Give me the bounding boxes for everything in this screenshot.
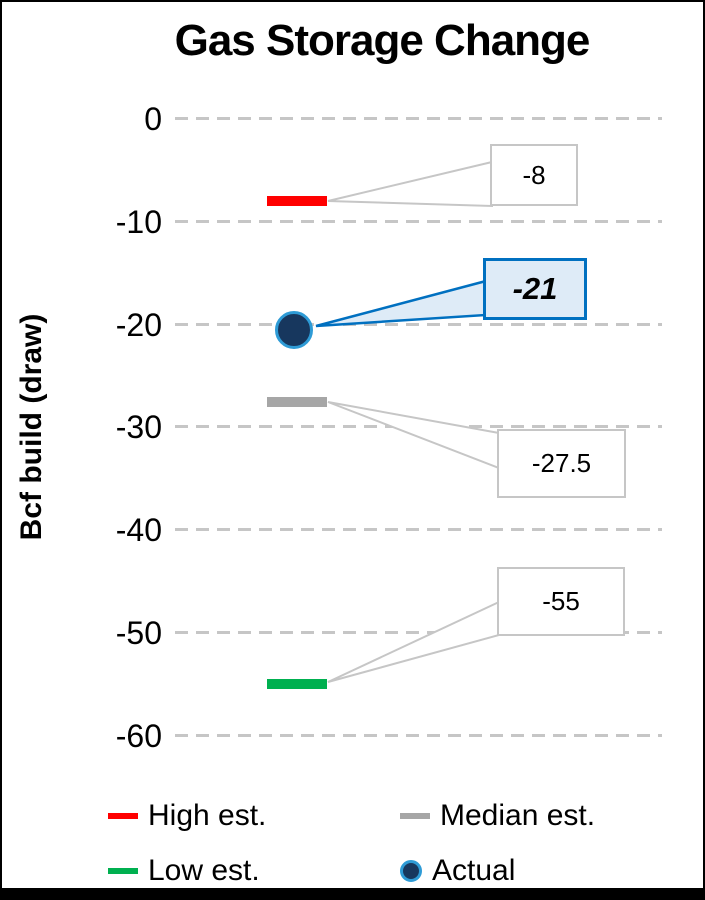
- data-label-high-value: -8: [522, 159, 546, 190]
- gridline: [175, 734, 662, 737]
- gridline: [175, 117, 662, 120]
- legend-item-actual: Actual: [400, 849, 516, 888]
- gridline: [175, 323, 662, 326]
- actual-swatch-icon: [400, 860, 422, 882]
- median-estimate-marker: [267, 397, 327, 407]
- legend-label-low-est: Low est.: [148, 854, 260, 887]
- callout-leader-median: [327, 401, 500, 470]
- chart-title: Gas Storage Change: [174, 16, 591, 65]
- data-label-actual: -21: [483, 258, 587, 320]
- callout-leader-low: [327, 600, 500, 683]
- legend-item-high-est: High est.: [108, 794, 266, 838]
- data-label-median-value: -27.5: [531, 448, 592, 478]
- median-est-swatch-icon: [400, 813, 430, 819]
- low-est-swatch-icon: [108, 868, 138, 874]
- gridline: [175, 425, 662, 428]
- y-tick-label: -20: [115, 307, 162, 343]
- y-tick-label: -10: [115, 204, 162, 240]
- legend-label-actual: Actual: [432, 854, 516, 887]
- data-label-low: -55: [497, 567, 625, 636]
- low-estimate-marker: [267, 679, 327, 689]
- y-tick-label: -50: [115, 615, 162, 651]
- y-tick-label: 0: [144, 101, 162, 137]
- legend-label-high-est: High est.: [148, 799, 267, 832]
- high-est-swatch-icon: [108, 813, 138, 819]
- y-tick-label: -60: [115, 718, 162, 754]
- legend-item-low-est: Low est.: [108, 849, 260, 888]
- callout-leader-high: [327, 160, 493, 208]
- y-tick-label: -40: [115, 512, 162, 548]
- y-tick-label: -30: [115, 409, 162, 445]
- data-label-median: -27.5: [497, 429, 626, 498]
- gridline: [175, 220, 662, 223]
- legend-item-median-est: Median est.: [400, 794, 595, 838]
- callout-leader-actual: [315, 279, 488, 328]
- data-label-high: -8: [490, 144, 578, 206]
- high-estimate-marker: [267, 196, 327, 206]
- actual-marker: [275, 311, 313, 349]
- data-label-actual-value: -21: [512, 271, 558, 306]
- data-label-low-value: -55: [542, 586, 580, 616]
- legend-label-median-est: Median est.: [440, 799, 596, 832]
- gridline: [175, 528, 662, 531]
